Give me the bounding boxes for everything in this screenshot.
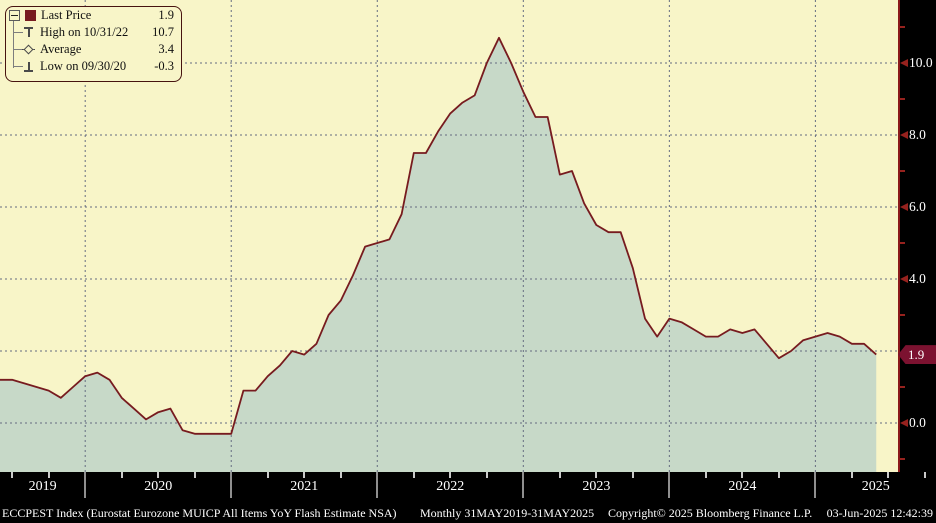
year-label: 2025 <box>861 479 890 494</box>
legend-label: Average <box>40 42 82 56</box>
value-axis-line <box>898 0 900 472</box>
legend-value: -0.3 <box>154 59 174 73</box>
tick-arrow-icon <box>900 274 908 283</box>
legend-tree-line <box>13 21 14 68</box>
series-area-fill <box>0 37 877 472</box>
value-axis-minor-tick <box>900 386 905 388</box>
legend-tree-branch <box>13 66 23 67</box>
year-divider <box>814 472 817 498</box>
year-label: 2022 <box>436 479 465 494</box>
quarter-tick <box>631 472 634 478</box>
v-gridlines <box>84 0 816 472</box>
legend-value: 3.4 <box>158 42 174 56</box>
legend-label: Low on 09/30/20 <box>40 59 127 73</box>
low-marker-icon <box>22 61 35 72</box>
legend-tree-branch <box>13 32 23 33</box>
quarter-tick <box>449 472 452 478</box>
legend-value: 1.9 <box>158 8 174 22</box>
quarter-tick <box>595 472 598 478</box>
series-price-line <box>0 36 877 435</box>
year-label: 2024 <box>728 479 757 494</box>
quarter-tick <box>850 472 853 478</box>
tick-arrow-icon <box>900 418 908 427</box>
quarter-tick <box>887 472 890 478</box>
legend-label: Last Price <box>41 8 92 22</box>
quarter-tick <box>11 472 14 478</box>
quarter-tick <box>47 472 50 478</box>
average-marker-icon <box>22 44 35 55</box>
legend-collapse-icon[interactable] <box>9 10 20 21</box>
legend-row-low[interactable]: Low on 09/30/20 -0.3 <box>6 58 181 75</box>
value-axis-label: 8.0 <box>909 127 926 142</box>
quarter-tick <box>339 472 342 478</box>
legend-row-average[interactable]: Average 3.4 <box>6 41 181 58</box>
quarter-tick <box>741 472 744 478</box>
security-description: ECCPEST Index (Eurostat Eurozone MUICP A… <box>2 506 397 520</box>
footer-bar: ECCPEST Index (Eurostat Eurozone MUICP A… <box>0 503 936 523</box>
value-axis-label: 6.0 <box>909 199 926 214</box>
chart-plot-area[interactable]: Last Price 1.9 High on 10/31/22 10.7 Ave… <box>0 0 898 472</box>
value-axis-minor-tick <box>900 26 905 28</box>
quarter-tick <box>193 472 196 478</box>
tick-arrow-icon <box>900 202 908 211</box>
quarter-tick <box>558 472 561 478</box>
quarter-tick <box>704 472 707 478</box>
value-axis-minor-tick <box>900 170 905 172</box>
inflation-area-chart[interactable] <box>0 0 898 472</box>
copyright-text: Copyright© 2025 Bloomberg Finance L.P. <box>608 506 813 520</box>
quarter-tick <box>157 472 160 478</box>
value-axis-label: 0.0 <box>909 415 926 430</box>
quarter-tick <box>303 472 306 478</box>
year-divider <box>230 472 233 498</box>
legend-value: 10.7 <box>152 25 174 39</box>
legend-row-high[interactable]: High on 10/31/22 10.7 <box>6 24 181 41</box>
last-price-badge: 1.9 <box>898 345 936 365</box>
value-axis-minor-tick <box>900 242 905 244</box>
year-divider <box>84 472 87 498</box>
quarter-tick <box>412 472 415 478</box>
value-axis-minor-tick <box>900 314 905 316</box>
quarter-tick <box>485 472 488 478</box>
period-range: Monthly 31MAY2019-31MAY2025 <box>420 506 595 520</box>
quarter-tick <box>923 472 926 478</box>
year-divider <box>522 472 525 498</box>
timestamp: 03-Jun-2025 12:42:39 <box>826 506 933 520</box>
quarter-tick <box>266 472 269 478</box>
value-axis-minor-tick <box>900 458 905 460</box>
year-divider <box>668 472 671 498</box>
value-axis-label: 4.0 <box>909 271 926 286</box>
tick-arrow-icon <box>900 130 908 139</box>
quarter-tick <box>777 472 780 478</box>
year-label: 2021 <box>290 479 319 494</box>
high-marker-icon <box>22 27 35 38</box>
tick-arrow-icon <box>900 58 908 67</box>
time-axis[interactable]: ECCPEST Index (Eurostat Eurozone MUICP A… <box>0 472 936 523</box>
legend-panel[interactable]: Last Price 1.9 High on 10/31/22 10.7 Ave… <box>5 6 182 82</box>
quarter-tick <box>120 472 123 478</box>
value-axis[interactable]: 1.9 10.0 8.0 6.0 4.0 0.0 <box>898 0 936 472</box>
legend-label: High on 10/31/22 <box>40 25 129 39</box>
last-price-square-icon <box>25 10 36 21</box>
year-label: 2020 <box>144 479 173 494</box>
year-label: 2019 <box>28 479 57 494</box>
value-axis-label: 10.0 <box>909 55 933 70</box>
legend-tree-branch <box>13 49 23 50</box>
legend-row-last-price[interactable]: Last Price 1.9 <box>6 7 181 24</box>
year-label: 2023 <box>582 479 611 494</box>
year-divider <box>376 472 379 498</box>
value-axis-minor-tick <box>900 98 905 100</box>
